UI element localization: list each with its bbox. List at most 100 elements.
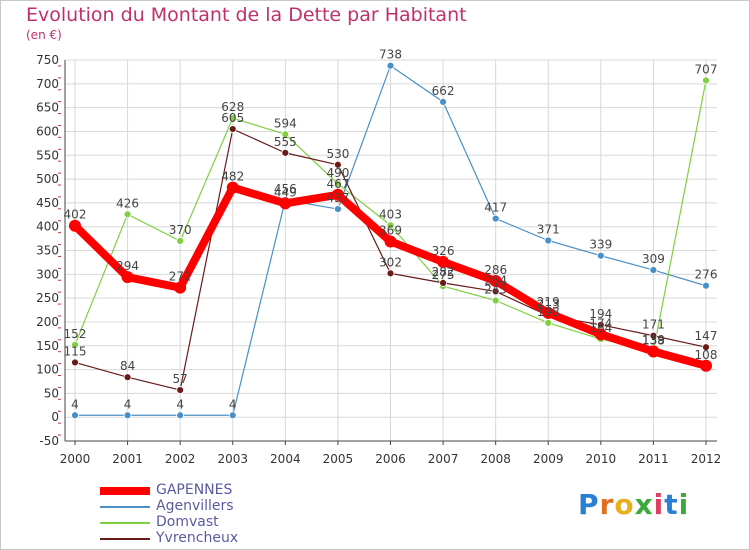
data-label-agenvillers-2008: 417 bbox=[484, 201, 507, 215]
data-point-gapennes-2001 bbox=[121, 271, 134, 284]
y-tick-label-16: 750 bbox=[36, 53, 59, 67]
data-label-yvrencheux-2005: 530 bbox=[326, 147, 349, 161]
data-point-agenvillers-2010 bbox=[596, 251, 605, 260]
x-tick-label-4: 2004 bbox=[270, 452, 301, 466]
data-point-domvast-2000 bbox=[71, 340, 79, 349]
data-point-domvast-2001 bbox=[123, 210, 132, 219]
y-tick-label-3: 100 bbox=[36, 363, 59, 377]
y-tick-label-8: 350 bbox=[36, 244, 59, 258]
data-label-yvrencheux-2008: 264 bbox=[484, 273, 507, 287]
data-point-gapennes-2010 bbox=[594, 328, 607, 341]
data-point-yvrencheux-2003 bbox=[228, 125, 237, 133]
x-tick-label-0: 2000 bbox=[60, 452, 91, 466]
y-tick-label-5: 200 bbox=[36, 315, 59, 329]
logo-letter-6: i bbox=[678, 488, 690, 521]
legend-label-domvast: Domvast bbox=[156, 514, 219, 530]
data-point-agenvillers-2002 bbox=[176, 411, 185, 420]
data-point-agenvillers-2001 bbox=[123, 411, 132, 420]
legend-swatch-domvast bbox=[100, 522, 150, 524]
data-label-gapennes-2000: 402 bbox=[64, 208, 87, 222]
data-label-yvrencheux-2002: 57 bbox=[173, 372, 188, 386]
data-label-agenvillers-2010: 339 bbox=[589, 238, 612, 252]
data-label-gapennes-2002: 272 bbox=[169, 270, 192, 284]
data-label-agenvillers-2009: 371 bbox=[537, 222, 560, 236]
data-label-agenvillers-2003: 4 bbox=[229, 397, 237, 411]
y-tick-label-13: 600 bbox=[36, 124, 59, 138]
data-label-yvrencheux-2003: 605 bbox=[221, 111, 244, 125]
y-tick-label-0: -50 bbox=[39, 434, 59, 448]
data-label-gapennes-2005: 467 bbox=[326, 177, 349, 191]
logo-letter-2: o bbox=[614, 488, 635, 521]
x-tick-label-1: 2001 bbox=[112, 452, 143, 466]
y-tick-label-10: 450 bbox=[36, 196, 59, 210]
logo-letter-0: P bbox=[578, 488, 600, 521]
data-label-domvast-2004: 594 bbox=[274, 116, 297, 130]
data-point-domvast-2005 bbox=[334, 179, 342, 188]
chart-title: Evolution du Montant de la Dette par Hab… bbox=[26, 4, 467, 26]
data-point-yvrencheux-2007 bbox=[439, 278, 447, 287]
logo-letter-3: x bbox=[634, 488, 654, 521]
data-point-yvrencheux-2002 bbox=[176, 386, 185, 394]
data-label-yvrencheux-2011: 171 bbox=[642, 318, 665, 332]
data-point-yvrencheux-2010 bbox=[596, 320, 605, 329]
data-label-agenvillers-2002: 4 bbox=[176, 397, 184, 411]
data-point-gapennes-2000 bbox=[69, 219, 81, 232]
data-label-yvrencheux-2006: 302 bbox=[379, 255, 402, 269]
y-tick-label-11: 500 bbox=[36, 172, 59, 186]
data-label-gapennes-2010: 174 bbox=[589, 316, 612, 330]
data-point-domvast-2006 bbox=[386, 221, 395, 230]
data-point-agenvillers-2009 bbox=[544, 236, 553, 245]
data-point-agenvillers-2000 bbox=[71, 411, 79, 420]
x-tick-label-5: 2005 bbox=[323, 452, 354, 466]
data-label-domvast-2009: 198 bbox=[537, 305, 560, 319]
x-tick-label-6: 2006 bbox=[375, 452, 406, 466]
data-point-yvrencheux-2005 bbox=[334, 160, 342, 169]
chart-subtitle: (en €) bbox=[26, 28, 62, 42]
data-label-yvrencheux-2004: 555 bbox=[274, 135, 297, 149]
y-tick-label-4: 150 bbox=[36, 339, 59, 353]
data-point-gapennes-2011 bbox=[647, 345, 660, 358]
data-point-yvrencheux-2000 bbox=[71, 358, 79, 367]
x-tick-label-3: 2003 bbox=[217, 452, 248, 466]
x-tick-label-10: 2010 bbox=[586, 452, 617, 466]
data-label-domvast-2008: 245 bbox=[484, 283, 507, 297]
data-point-gapennes-2008 bbox=[489, 274, 502, 287]
data-label-domvast-2001: 426 bbox=[116, 196, 139, 210]
data-label-domvast-2007: 275 bbox=[432, 268, 455, 282]
data-point-yvrencheux-2004 bbox=[281, 148, 290, 157]
data-label-domvast-2012: 707 bbox=[695, 62, 718, 76]
data-label-gapennes-2003: 482 bbox=[221, 170, 244, 184]
x-tick-label-7: 2007 bbox=[428, 452, 459, 466]
logo-letter-1: r bbox=[599, 488, 615, 521]
data-point-domvast-2008 bbox=[491, 296, 500, 305]
legend-label-gapennes: GAPENNES bbox=[156, 482, 233, 498]
data-point-yvrencheux-2006 bbox=[386, 269, 395, 278]
data-point-domvast-2003 bbox=[228, 114, 237, 123]
x-tick-label-12: 2012 bbox=[691, 452, 722, 466]
data-label-agenvillers-2001: 4 bbox=[124, 397, 132, 411]
data-label-gapennes-2007: 326 bbox=[432, 244, 455, 258]
data-point-yvrencheux-2001 bbox=[123, 373, 132, 382]
legend-label-agenvillers: Agenvillers bbox=[156, 498, 234, 514]
data-label-agenvillers-2000: 4 bbox=[71, 397, 79, 411]
x-tick-label-2: 2002 bbox=[165, 452, 196, 466]
data-point-gapennes-2007 bbox=[437, 255, 450, 268]
legend-swatch-yvrencheux bbox=[100, 538, 150, 540]
data-point-yvrencheux-2011 bbox=[649, 331, 658, 340]
data-label-gapennes-2006: 369 bbox=[379, 223, 402, 237]
data-point-gapennes-2006 bbox=[384, 235, 397, 248]
data-label-gapennes-2001: 294 bbox=[116, 259, 139, 273]
data-label-gapennes-2008: 286 bbox=[484, 263, 507, 277]
data-label-yvrencheux-2007: 282 bbox=[432, 265, 455, 279]
y-tick-label-6: 250 bbox=[36, 291, 59, 305]
data-label-domvast-2000: 152 bbox=[64, 327, 87, 341]
data-label-gapennes-2004: 449 bbox=[274, 185, 297, 199]
legend-swatch-agenvillers bbox=[100, 506, 150, 508]
data-label-domvast-2010: 164 bbox=[589, 321, 612, 335]
data-point-domvast-2002 bbox=[176, 237, 185, 245]
y-tick-label-15: 700 bbox=[36, 77, 59, 91]
data-label-yvrencheux-2010: 194 bbox=[589, 307, 612, 321]
data-point-agenvillers-2003 bbox=[228, 411, 237, 420]
data-label-agenvillers-2012: 276 bbox=[695, 268, 718, 282]
